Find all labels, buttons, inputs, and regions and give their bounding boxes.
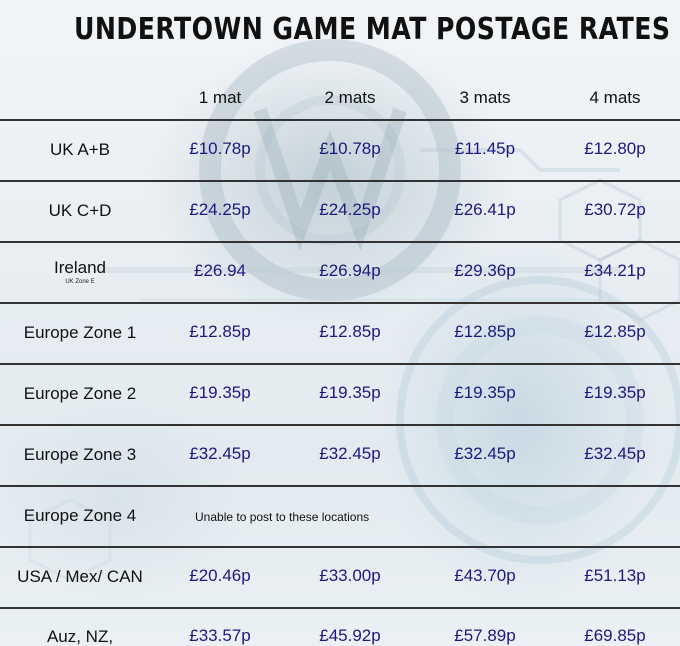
region-label: USA / Mex/ CAN <box>17 566 143 586</box>
column-header-4-mats: 4 mats <box>589 88 641 107</box>
price-cell: £34.21p <box>584 260 646 280</box>
price-cell: £12.80p <box>584 138 646 158</box>
region-label: Europe Zone 4 <box>23 505 137 525</box>
price-cell: £30.72p <box>584 199 646 219</box>
price-cell: £24.25p <box>189 199 251 219</box>
column-header-1-mat: 1 mat <box>198 88 242 107</box>
table-row: Europe Zone 4 Unable to post to these lo… <box>0 485 680 546</box>
table-row: UK A+B £10.78p £10.78p £11.45p £12.80p <box>0 119 680 180</box>
page-title: UNDERTOWN GAME MAT POSTAGE RATES <box>74 12 671 47</box>
unavailable-note: Unable to post to these locations <box>195 509 370 524</box>
price-cell: £12.85p <box>454 321 516 341</box>
table-header: 1 mat 2 mats 3 mats 4 mats <box>0 88 680 118</box>
price-cell: £26.41p <box>454 199 516 219</box>
price-cell: £20.46p <box>189 565 251 585</box>
price-cell: £26.94p <box>319 260 381 280</box>
price-cell: £12.85p <box>319 321 381 341</box>
region-label: Auz, NZ, <box>46 626 114 646</box>
table-row: UK C+D £24.25p £24.25p £26.41p £30.72p <box>0 180 680 241</box>
price-cell: £19.35p <box>584 382 646 402</box>
price-cell: £32.45p <box>319 443 381 463</box>
price-cell: £19.35p <box>454 382 516 402</box>
price-cell: £12.85p <box>584 321 646 341</box>
price-cell: £69.85p <box>584 625 646 645</box>
region-label: Ireland UK Zone E <box>0 258 160 285</box>
price-cell: £19.35p <box>319 382 381 402</box>
region-label: Europe Zone 2 <box>23 383 137 403</box>
region-label: Europe Zone 3 <box>23 444 137 464</box>
table-row: Auz, NZ, £33.57p £45.92p £57.89p £69.85p <box>0 607 680 646</box>
column-header-2-mats: 2 mats <box>324 88 376 107</box>
rates-table: UK A+B £10.78p £10.78p £11.45p £12.80p U… <box>0 119 680 646</box>
price-cell: £10.78p <box>189 138 251 158</box>
price-cell: £51.13p <box>584 565 646 585</box>
table-row: Ireland UK Zone E £26.94 £26.94p £29.36p… <box>0 241 680 302</box>
table-row: Europe Zone 2 £19.35p £19.35p £19.35p £1… <box>0 363 680 424</box>
price-cell: £19.35p <box>189 382 251 402</box>
price-cell: £32.45p <box>189 443 251 463</box>
region-label: UK C+D <box>48 200 112 220</box>
table-row: Europe Zone 3 £32.45p £32.45p £32.45p £3… <box>0 424 680 485</box>
region-sublabel: UK Zone E <box>65 278 95 285</box>
region-label: Europe Zone 1 <box>23 322 137 342</box>
table-row: USA / Mex/ CAN £20.46p £33.00p £43.70p £… <box>0 546 680 607</box>
price-cell: £24.25p <box>319 199 381 219</box>
price-cell: £10.78p <box>319 138 381 158</box>
column-header-3-mats: 3 mats <box>459 88 511 107</box>
region-label: UK A+B <box>49 139 110 159</box>
price-cell: £11.45p <box>454 138 516 158</box>
price-cell: £33.00p <box>319 565 381 585</box>
price-cell: £29.36p <box>454 260 516 280</box>
price-cell: £32.45p <box>454 443 516 463</box>
price-cell: £26.94 <box>194 260 246 280</box>
price-cell: £45.92p <box>319 625 381 645</box>
price-cell: £57.89p <box>454 625 516 645</box>
table-row: Europe Zone 1 £12.85p £12.85p £12.85p £1… <box>0 302 680 363</box>
price-cell: £32.45p <box>584 443 646 463</box>
price-cell: £43.70p <box>454 565 516 585</box>
price-cell: £33.57p <box>189 625 251 645</box>
price-cell: £12.85p <box>189 321 251 341</box>
